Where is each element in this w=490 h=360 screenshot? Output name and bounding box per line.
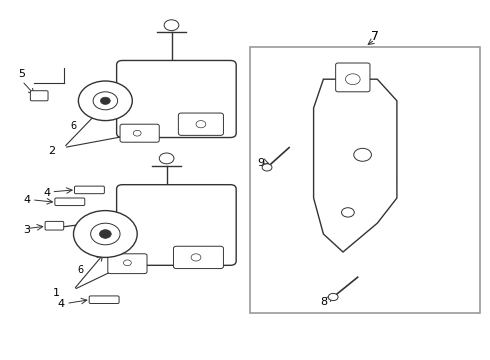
Text: 3: 3: [24, 225, 30, 235]
Text: 6: 6: [71, 121, 76, 131]
Circle shape: [78, 81, 132, 121]
Circle shape: [100, 97, 110, 104]
Text: 1: 1: [53, 288, 60, 298]
Text: 4: 4: [43, 188, 50, 198]
FancyBboxPatch shape: [74, 186, 104, 194]
Circle shape: [74, 211, 137, 257]
Circle shape: [328, 293, 338, 301]
Circle shape: [91, 223, 120, 245]
Circle shape: [345, 74, 360, 85]
FancyBboxPatch shape: [120, 124, 159, 142]
Polygon shape: [314, 79, 397, 252]
Circle shape: [342, 208, 354, 217]
Circle shape: [164, 20, 179, 31]
Circle shape: [191, 254, 201, 261]
FancyBboxPatch shape: [30, 91, 48, 101]
Circle shape: [354, 148, 371, 161]
FancyBboxPatch shape: [178, 113, 223, 135]
Circle shape: [196, 121, 206, 128]
Circle shape: [99, 230, 111, 238]
Text: 7: 7: [371, 30, 379, 42]
Circle shape: [93, 92, 118, 110]
FancyBboxPatch shape: [117, 185, 236, 265]
Text: 5: 5: [19, 69, 25, 79]
FancyBboxPatch shape: [117, 60, 236, 138]
FancyBboxPatch shape: [108, 254, 147, 274]
Text: 4: 4: [24, 195, 30, 205]
FancyBboxPatch shape: [55, 198, 85, 206]
Text: 6: 6: [78, 265, 84, 275]
Circle shape: [262, 164, 272, 171]
Bar: [250, 47, 480, 313]
FancyBboxPatch shape: [89, 296, 119, 303]
FancyBboxPatch shape: [336, 63, 370, 92]
Circle shape: [123, 260, 131, 266]
FancyBboxPatch shape: [45, 221, 64, 230]
Text: 4: 4: [58, 299, 65, 309]
Text: 8: 8: [320, 297, 327, 307]
FancyBboxPatch shape: [173, 246, 223, 269]
Circle shape: [133, 130, 141, 136]
Circle shape: [159, 153, 174, 164]
Text: 9: 9: [258, 158, 265, 168]
Text: 2: 2: [48, 146, 55, 156]
